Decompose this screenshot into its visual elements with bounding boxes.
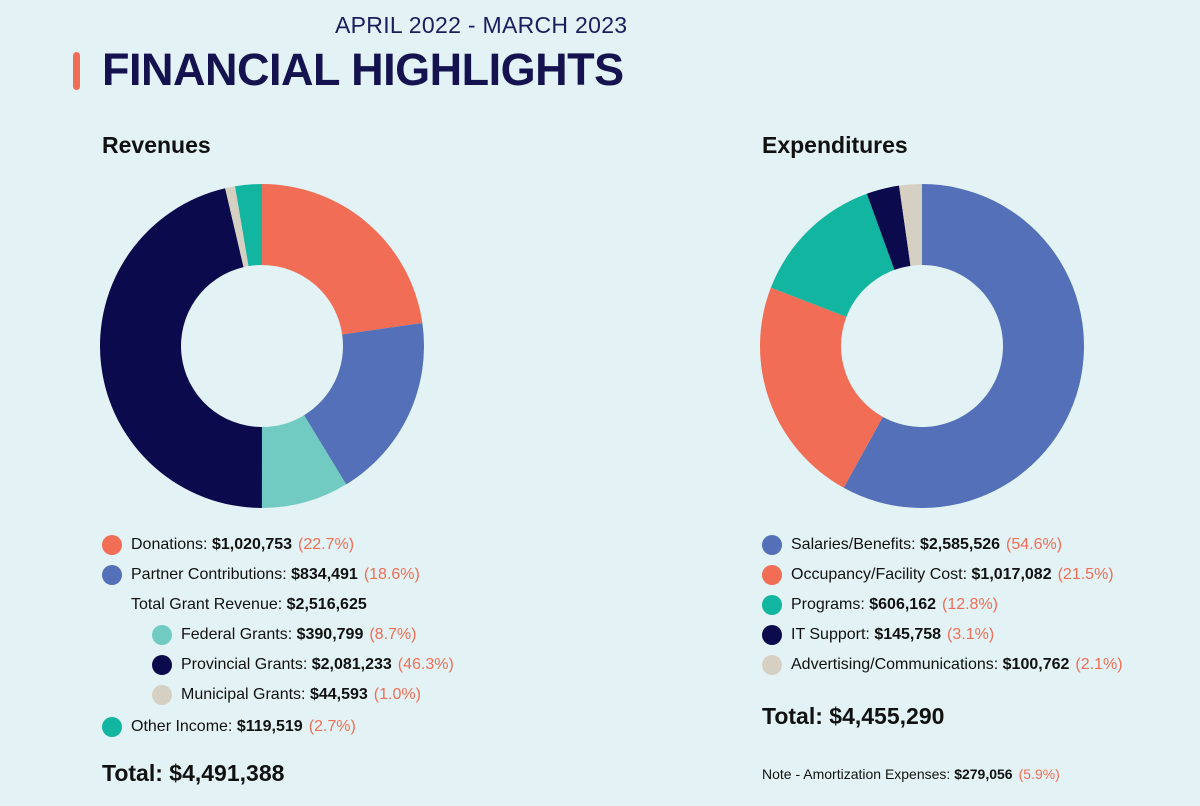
legend-amount: $1,020,753 (211, 536, 293, 553)
legend-percent: (18.6%) (363, 566, 420, 583)
legend-swatch (152, 685, 172, 705)
legend-swatch (102, 565, 122, 585)
legend-swatch (762, 535, 782, 555)
donut-slice-municipal-grants (225, 186, 249, 268)
legend-amount: $145,758 (874, 626, 942, 643)
legend-amount: $390,799 (296, 626, 364, 643)
legend-amount: $2,081,233 (311, 656, 392, 673)
donut-slice-provincial-grants (100, 188, 262, 508)
legend-label: Other Income: (131, 718, 233, 735)
donut-slice-salaries-benefits (843, 184, 1084, 508)
expenditures-total: Total: $4,455,290 (762, 703, 944, 730)
grant-total-amount: $2,516,625 (286, 596, 367, 613)
donut-slice-it-support (866, 185, 911, 270)
legend-percent: (3.1%) (947, 626, 995, 643)
revenues-total: Total: $4,491,388 (102, 760, 284, 787)
donut-slice-programs (770, 193, 895, 317)
amortization-note: Note - Amortization Expenses: $279,056 (5… (762, 766, 1060, 782)
legend-amount: $119,519 (236, 718, 303, 735)
legend-swatch (102, 535, 122, 555)
donut-slice-partner-contributions (304, 322, 424, 485)
total-label: Total: (102, 760, 163, 786)
legend-percent: (12.8%) (941, 596, 999, 613)
legend-swatch (152, 655, 172, 675)
legend-label: Provincial Grants: (181, 656, 308, 673)
legend-amount: $1,017,082 (971, 566, 1052, 583)
legend-amount: $44,593 (309, 686, 368, 703)
donut-slice-federal-grants (261, 415, 347, 508)
legend-label: Partner Contributions: (131, 566, 287, 583)
legend-percent: (46.3%) (397, 656, 454, 673)
legend-amount: $100,762 (1002, 656, 1070, 673)
donut-slice-occupancy-facility-cost (760, 287, 883, 488)
revenues-heading: Revenues (102, 132, 211, 158)
legend-swatch (762, 625, 782, 645)
legend-amount: $2,585,526 (919, 536, 1001, 553)
donut-slice-advertising-communications (899, 184, 922, 266)
page-title: FINANCIAL HIGHLIGHTS (102, 44, 624, 95)
note-percent: (5.9%) (1018, 766, 1060, 782)
legend-percent: (21.5%) (1057, 566, 1114, 583)
legend-swatch (152, 625, 172, 645)
legend-label: IT Support: (791, 626, 870, 643)
expenditures-heading: Expenditures (762, 132, 908, 158)
note-amount: $279,056 (954, 766, 1013, 782)
total-label: Total: (762, 703, 823, 729)
legend-label: Programs: (791, 596, 865, 613)
legend-label: Federal Grants: (181, 626, 293, 643)
legend-percent: (1.0%) (373, 686, 421, 703)
legend-swatch (762, 565, 782, 585)
legend-swatch (762, 655, 782, 675)
legend-percent: (8.7%) (369, 626, 417, 643)
reporting-period: APRIL 2022 - MARCH 2023 (335, 12, 628, 38)
legend-amount: $834,491 (291, 566, 358, 583)
note-label: Note - Amortization Expenses: (762, 766, 951, 782)
legend-amount: $606,162 (869, 596, 936, 613)
legend-swatch (762, 595, 782, 615)
legend-percent: (2.1%) (1075, 656, 1123, 673)
legend-percent: (2.7%) (308, 718, 356, 735)
total-grant-revenue: Total Grant Revenue: $2,516,625 (131, 595, 367, 615)
legend-label: Donations: (131, 536, 208, 553)
legend-swatch (102, 717, 122, 737)
title-accent-bar (73, 52, 80, 90)
total-amount: $4,455,290 (829, 703, 945, 729)
expenditures-donut-chart (760, 184, 1084, 508)
legend-label: Advertising/Communications: (791, 656, 999, 673)
revenues-donut-chart (100, 184, 424, 508)
legend-percent: (54.6%) (1006, 536, 1063, 553)
donut-slice-donations (262, 184, 423, 335)
grant-total-label: Total Grant Revenue: (131, 596, 283, 613)
legend-label: Occupancy/Facility Cost: (791, 566, 968, 583)
donut-slice-other-income (235, 184, 262, 267)
legend-label: Municipal Grants: (181, 686, 306, 703)
legend-percent: (22.7%) (298, 536, 355, 553)
legend-label: Salaries/Benefits: (791, 536, 916, 553)
total-amount: $4,491,388 (169, 760, 285, 786)
